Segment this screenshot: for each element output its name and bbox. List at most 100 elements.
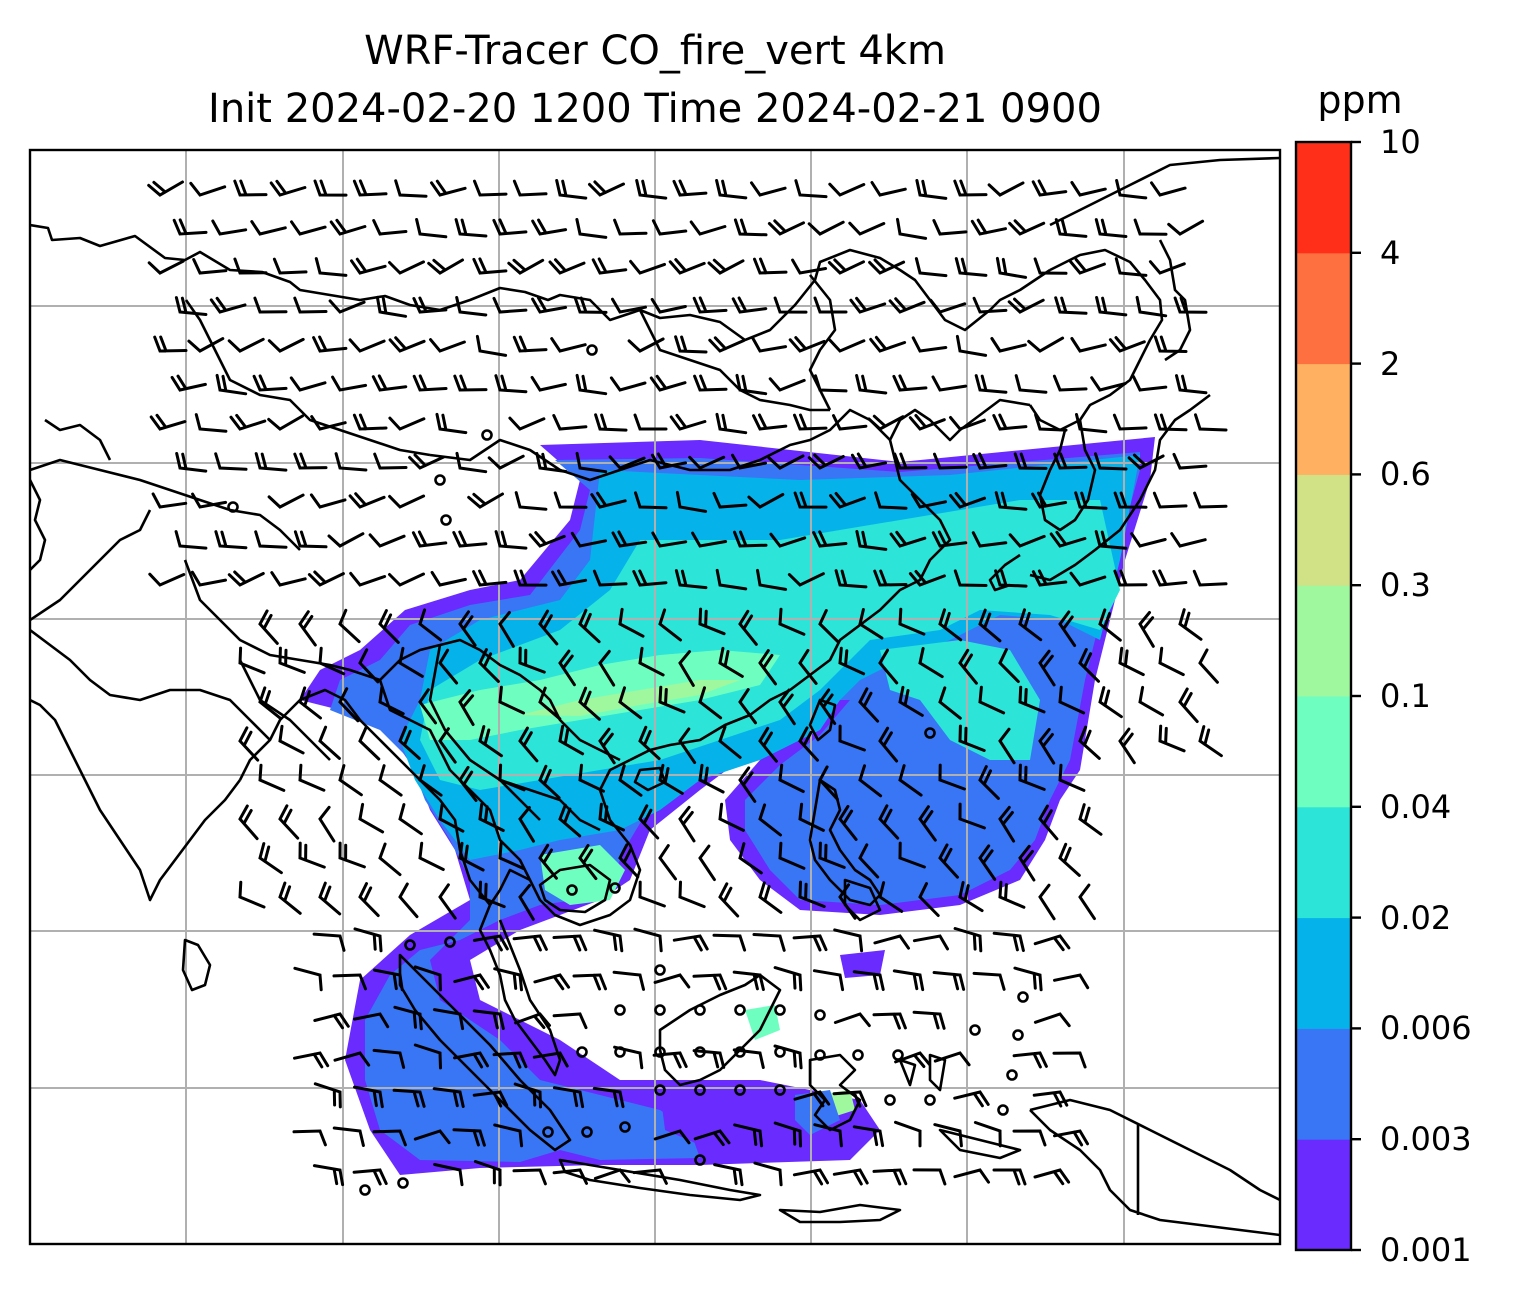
- calm-wind-circle: [734, 1084, 746, 1096]
- wind-barb: [698, 607, 726, 636]
- wind-barb: [618, 764, 643, 797]
- wind-barb: [552, 414, 588, 431]
- wind-barb: [612, 970, 645, 991]
- wind-barb: [998, 880, 1026, 909]
- wind-barb: [972, 296, 1008, 314]
- wind-barb: [715, 179, 748, 200]
- wind-barb: [1152, 569, 1188, 587]
- calm-wind-circle: [924, 1094, 936, 1106]
- wind-barb: [833, 928, 864, 953]
- wind-barb: [733, 530, 768, 548]
- wind-barb: [598, 649, 616, 687]
- wind-barb: [267, 337, 305, 353]
- calm-wind-circle: [814, 1009, 826, 1021]
- wind-barb: [338, 841, 366, 869]
- wind-barb: [350, 257, 387, 275]
- wind-barb: [908, 570, 946, 587]
- wind-barb: [313, 1082, 342, 1109]
- wind-barb: [954, 257, 988, 277]
- wind-barb: [1150, 181, 1187, 197]
- wind-barb: [987, 181, 1025, 197]
- wind-barb: [896, 217, 928, 240]
- wind-barb: [1135, 295, 1168, 318]
- wind-barb: [258, 609, 279, 645]
- wind-barb: [912, 934, 949, 951]
- wind-barb: [353, 1085, 384, 1109]
- colorbar-tick-label: 0.02: [1380, 898, 1452, 937]
- wind-barb: [994, 491, 1028, 511]
- wind-barb: [873, 934, 910, 950]
- calm-wind-circle: [734, 1004, 746, 1016]
- wind-barb: [638, 880, 666, 908]
- wind-barb: [953, 179, 988, 197]
- wind-barb: [293, 1051, 330, 1069]
- wind-barb: [590, 491, 627, 509]
- calm-wind-circle: [694, 1084, 706, 1096]
- wind-barb: [992, 1168, 1027, 1186]
- wind-barb: [869, 335, 907, 353]
- wind-barb: [289, 376, 327, 392]
- wind-barb: [552, 1168, 588, 1185]
- wind-barb: [458, 765, 478, 802]
- wind-barb: [758, 881, 783, 914]
- wind-barb: [735, 373, 768, 396]
- wind-barb: [955, 334, 988, 357]
- wind-barb: [1193, 491, 1228, 509]
- wind-barb: [894, 1120, 922, 1148]
- wind-barb: [512, 179, 548, 197]
- wind-barb: [332, 973, 367, 991]
- wind-barb: [578, 686, 601, 721]
- wind-barb: [1008, 533, 1046, 548]
- wind-barb: [558, 724, 585, 756]
- wind-barb: [638, 725, 661, 761]
- wind-barb: [958, 648, 978, 685]
- colorbar-tick-label: 0.003: [1380, 1120, 1472, 1159]
- wind-barb: [192, 258, 228, 275]
- wind-barb: [278, 724, 305, 755]
- wind-barb: [638, 646, 665, 677]
- wind-barb: [1138, 611, 1155, 648]
- wind-barb: [629, 259, 666, 275]
- wind-barb: [995, 256, 1028, 279]
- colorbar-segment: [1296, 806, 1351, 919]
- wind-barb: [575, 373, 608, 396]
- wind-barb: [172, 218, 208, 236]
- wind-barb: [791, 258, 828, 275]
- calm-wind-circle: [654, 1004, 666, 1016]
- wind-barb: [368, 533, 406, 548]
- wind-barb: [1170, 532, 1207, 548]
- wind-barb: [627, 337, 665, 353]
- wind-barb: [994, 569, 1028, 588]
- wind-barb: [1078, 803, 1103, 836]
- wind-barb: [838, 646, 866, 676]
- wind-barb: [1070, 181, 1107, 197]
- wind-barb: [678, 650, 695, 687]
- colorbar-segment: [1296, 474, 1351, 586]
- wind-barb: [427, 258, 464, 275]
- wind-barb: [938, 763, 966, 791]
- wind-barb: [708, 336, 746, 353]
- wind-barb: [270, 571, 307, 587]
- wind-barb: [718, 725, 742, 759]
- wind-barb: [508, 416, 546, 431]
- colorbar: [1296, 140, 1361, 1252]
- wind-barb: [552, 934, 588, 952]
- wind-barb: [855, 530, 888, 551]
- wind-barb: [867, 414, 905, 431]
- wind-barb: [452, 1128, 486, 1147]
- wind-barb: [1069, 571, 1107, 587]
- wind-barb: [298, 763, 326, 792]
- wind-barb: [189, 181, 227, 197]
- colorbar-tick-label: 10: [1380, 123, 1421, 161]
- wind-barb: [635, 179, 668, 200]
- wind-barb: [1094, 218, 1128, 238]
- wind-barb: [1007, 297, 1045, 314]
- wind-barb: [1112, 413, 1148, 431]
- calm-wind-circle: [444, 936, 456, 948]
- wind-barb: [878, 804, 900, 840]
- wind-barb: [238, 880, 266, 909]
- wind-barb: [398, 882, 419, 919]
- wind-barb: [358, 882, 380, 918]
- wind-barb: [598, 802, 625, 832]
- wind-barb: [675, 490, 708, 513]
